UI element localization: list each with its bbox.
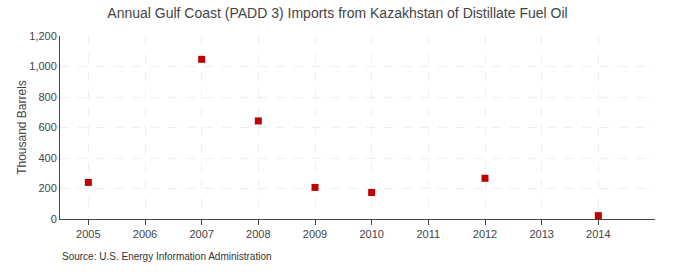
svg-text:1,200: 1,200 [29, 30, 57, 42]
svg-text:2005: 2005 [76, 228, 100, 240]
svg-text:Annual Gulf Coast (PADD 3) Imp: Annual Gulf Coast (PADD 3) Imports from … [107, 5, 567, 21]
svg-text:0: 0 [51, 213, 57, 225]
svg-text:2007: 2007 [189, 228, 213, 240]
svg-text:2006: 2006 [133, 228, 157, 240]
svg-text:Thousand Barrels: Thousand Barrels [15, 80, 29, 175]
svg-text:2008: 2008 [246, 228, 270, 240]
svg-text:2011: 2011 [417, 228, 441, 240]
svg-text:2014: 2014 [586, 228, 610, 240]
svg-text:2013: 2013 [529, 228, 553, 240]
svg-text:400: 400 [38, 152, 56, 164]
svg-text:Source: U.S. Energy Informatio: Source: U.S. Energy Information Administ… [62, 251, 272, 262]
svg-text:800: 800 [38, 91, 56, 103]
svg-text:2010: 2010 [359, 228, 383, 240]
svg-text:600: 600 [38, 121, 56, 133]
svg-text:2012: 2012 [473, 228, 497, 240]
svg-text:1,000: 1,000 [29, 60, 57, 72]
svg-text:200: 200 [38, 182, 56, 194]
svg-text:2009: 2009 [303, 228, 327, 240]
